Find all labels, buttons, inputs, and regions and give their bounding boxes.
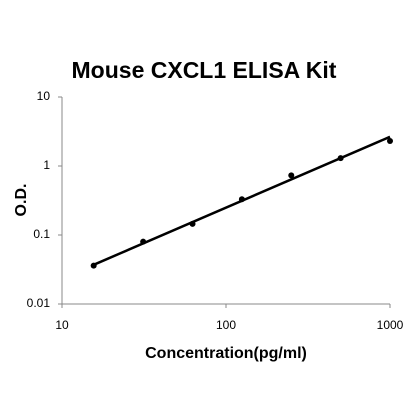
data-point [189,220,196,227]
data-point [238,196,245,203]
chart-title: Mouse CXCL1 ELISA Kit [72,57,337,83]
data-point [90,262,97,269]
x-tick-label: 1000 [377,318,404,332]
data-point [288,172,295,179]
x-tick-label: 10 [55,318,69,332]
data-point [387,138,393,145]
x-tick-label: 100 [216,318,236,332]
y-tick-label: 10 [37,89,51,103]
data-point [337,155,344,162]
data-point [140,238,147,245]
x-axis-label: Concentration(pg/ml) [145,345,307,362]
y-tick-label: 0.1 [33,227,50,241]
y-tick-label: 0.01 [27,296,51,310]
y-axis-label: O.D. [13,184,30,217]
y-tick-label: 1 [43,158,50,172]
